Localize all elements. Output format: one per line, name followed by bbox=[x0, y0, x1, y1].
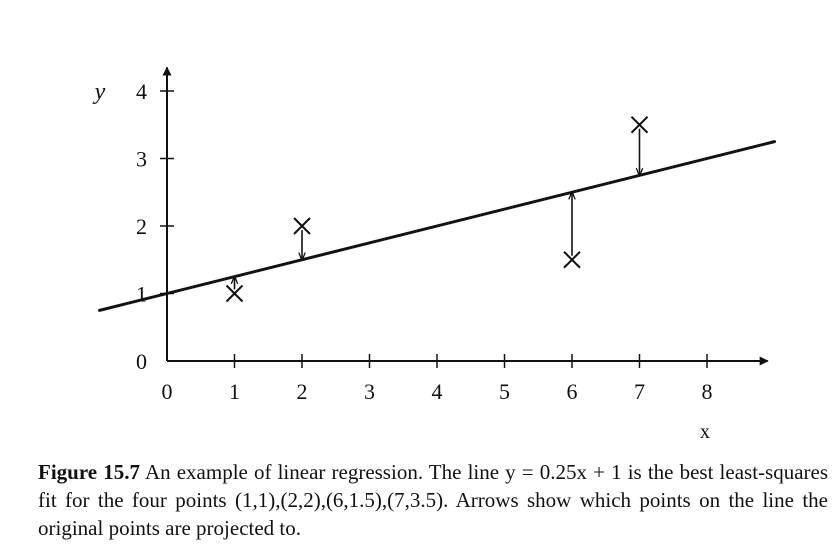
data-point-x-mark bbox=[225, 284, 244, 303]
data-point-x-mark bbox=[630, 116, 649, 134]
x-tick-label: 1 bbox=[229, 379, 240, 404]
regression-line bbox=[98, 140, 776, 312]
y-tick-label: 2 bbox=[136, 214, 147, 239]
y-tick-label: 0 bbox=[136, 349, 147, 374]
x-tick-label: 4 bbox=[432, 379, 443, 404]
figure-caption: Figure 15.7 An example of linear regress… bbox=[38, 458, 828, 542]
caption-label: Figure 15.7 bbox=[38, 460, 140, 484]
x-tick-label: 5 bbox=[499, 379, 510, 404]
x-tick-label: 2 bbox=[297, 379, 308, 404]
projection-arrows bbox=[235, 128, 640, 290]
data-point-x-mark bbox=[563, 251, 581, 269]
x-tick-label: 8 bbox=[702, 379, 713, 404]
axes: 0 1 2 3 4 5 6 7 8 0 1 2 3 4 bbox=[136, 66, 769, 404]
data-points bbox=[225, 116, 649, 303]
x-tick-label: 6 bbox=[567, 379, 578, 404]
x-tick-label: 3 bbox=[364, 379, 375, 404]
x-tick-label: 7 bbox=[634, 379, 645, 404]
y-tick-label: 3 bbox=[136, 147, 147, 172]
data-point-x-mark bbox=[293, 217, 311, 235]
y-tick-label: 1 bbox=[136, 282, 147, 307]
regression-line-layer bbox=[98, 140, 776, 312]
y-tick-label: 4 bbox=[136, 79, 147, 104]
caption-text: An example of linear regression. The lin… bbox=[38, 460, 828, 540]
x-axis-label: x bbox=[700, 421, 710, 443]
axis-labels: yx bbox=[93, 79, 710, 443]
x-tick-label: 0 bbox=[162, 379, 173, 404]
y-axis-label: y bbox=[93, 79, 106, 105]
